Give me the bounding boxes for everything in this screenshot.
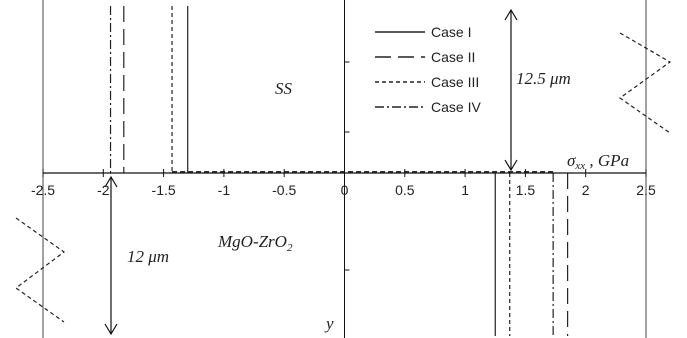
series-layer bbox=[109, 6, 569, 336]
x-tick-label: 0 bbox=[341, 182, 349, 198]
thickness-label-bottom: 12 μm bbox=[127, 247, 169, 266]
x-tick-labels: -2.5 -2 -1.5 -1 -0.5 0 0.5 1 1.5 2 2.5 bbox=[31, 169, 656, 198]
legend-label-1: Case I bbox=[431, 24, 471, 40]
legend: Case I Case II Case III Case IV bbox=[375, 24, 481, 115]
thickness-arrow-bottom bbox=[104, 175, 118, 336]
x-tick-label: 0.5 bbox=[395, 182, 415, 198]
x-tick-label: -2.5 bbox=[31, 182, 55, 198]
x-tick-label: -1 bbox=[218, 182, 231, 198]
x-tick-label: -0.5 bbox=[272, 182, 296, 198]
break-symbol-left bbox=[14, 217, 66, 323]
thickness-arrow-top bbox=[504, 8, 518, 172]
x-tick-label: -1.5 bbox=[152, 182, 176, 198]
x-tick-label: -2 bbox=[97, 182, 110, 198]
layer-label-top: SS bbox=[275, 79, 293, 98]
legend-label-2: Case II bbox=[431, 49, 475, 65]
thickness-label-top: 12.5 μm bbox=[516, 69, 571, 88]
x-tick-label: 1 bbox=[461, 182, 469, 198]
x-tick-label: 2.5 bbox=[636, 182, 656, 198]
legend-label-4: Case IV bbox=[431, 99, 481, 115]
x-tick-label: 2 bbox=[582, 182, 590, 198]
break-symbol-right bbox=[618, 32, 672, 134]
y-axis-label: y bbox=[324, 314, 334, 333]
x-axis-label: σxx , GPa bbox=[567, 151, 629, 172]
layer-label-bottom: MgO-ZrO2 bbox=[217, 232, 293, 254]
legend-label-3: Case III bbox=[431, 74, 479, 90]
annotations: σxx , GPa y SS MgO-ZrO2 12.5 μm 12 μm bbox=[14, 8, 672, 336]
x-tick-label: 1.5 bbox=[516, 182, 536, 198]
